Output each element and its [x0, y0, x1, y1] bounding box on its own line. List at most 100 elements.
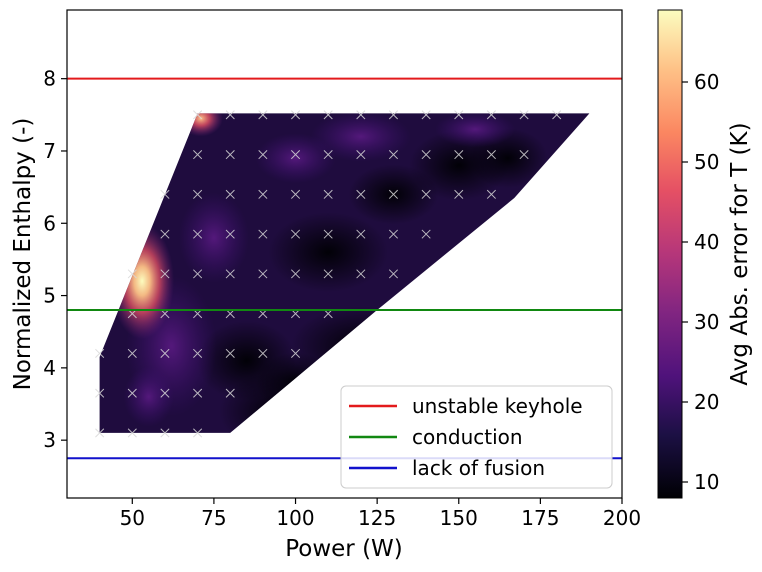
heatmap-purple-blob-5: [255, 133, 336, 184]
sample-point-marker: [323, 269, 333, 279]
legend: unstable keyhole conduction lack of fusion: [340, 385, 613, 489]
sample-point-marker: [421, 150, 431, 160]
colorbar-tick-label: 60: [694, 70, 719, 94]
y-axis-label: Normalized Enthalpy (-): [10, 118, 36, 391]
sample-point-marker: [356, 269, 366, 279]
y-tick-label: 8: [43, 67, 56, 91]
x-tick-label: 175: [521, 506, 559, 530]
sample-point-marker: [225, 269, 235, 279]
sample-point-marker: [388, 150, 399, 160]
sample-point-marker: [290, 110, 301, 120]
colorbar-tick-label: 40: [694, 230, 719, 254]
legend-box: [340, 385, 613, 489]
sample-point-marker: [258, 150, 268, 160]
colorbar-tick-label: 50: [694, 150, 719, 174]
sample-point-marker: [193, 110, 203, 120]
legend-label: conduction: [412, 425, 523, 449]
sample-point-marker: [193, 428, 203, 438]
sample-point-marker: [356, 150, 366, 160]
sample-point-marker: [421, 110, 431, 120]
x-axis-label: Power (W): [285, 536, 403, 562]
sample-point-marker: [225, 229, 235, 239]
sample-point-marker: [290, 348, 301, 358]
sample-point-marker: [388, 269, 399, 279]
sample-point-marker: [356, 229, 366, 239]
sample-point-marker: [323, 110, 333, 120]
y-tick-label: 3: [43, 428, 56, 452]
sample-point-marker: [225, 110, 235, 120]
sample-point-marker: [127, 428, 137, 438]
sample-point-marker: [356, 189, 366, 199]
legend-entries: unstable keyhole conduction lack of fusion: [349, 394, 583, 480]
heatmap-hot-spot: [110, 223, 175, 340]
sample-point-marker: [388, 189, 399, 199]
sample-point-marker: [519, 150, 529, 160]
sample-point-marker: [160, 388, 170, 398]
sample-point-marker: [127, 348, 137, 358]
x-tick-label: 125: [358, 506, 396, 530]
sample-point-marker: [95, 428, 105, 438]
sample-point-marker: [356, 110, 366, 120]
heatmap-dark-blob-7: [255, 352, 336, 413]
sample-point-marker: [290, 269, 301, 279]
colorbar-gradient: [657, 9, 683, 499]
sample-point-marker: [486, 110, 496, 120]
legend-label: unstable keyhole: [412, 394, 583, 418]
sample-point-marker: [160, 229, 170, 239]
x-tick-label: 100: [276, 506, 314, 530]
sample-point-marker: [454, 110, 464, 120]
sample-point-marker: [323, 150, 333, 160]
sample-point-marker: [127, 388, 137, 398]
sample-point-marker: [160, 269, 170, 279]
colorbar-ticks: 10 20 30 40 50 60: [682, 70, 719, 494]
sample-point-marker: [95, 388, 105, 398]
sample-point-marker: [193, 229, 203, 239]
sample-point-marker: [193, 388, 203, 398]
sample-point-marker: [323, 189, 333, 199]
sample-point-marker: [290, 150, 301, 160]
sample-point-marker: [486, 189, 496, 199]
x-axis-ticks: 50 75 100 125 150 175 200: [120, 498, 641, 530]
y-tick-label: 5: [43, 284, 56, 308]
heatmap-blobs: [110, 113, 548, 433]
heatmap-purple-blob-1: [178, 192, 249, 283]
sample-point-marker: [160, 348, 170, 358]
sample-point-marker: [454, 189, 464, 199]
legend-label: lack of fusion: [412, 456, 545, 480]
sample-points: [95, 110, 562, 438]
sample-point-marker: [193, 348, 203, 358]
sample-point-marker: [421, 189, 431, 199]
x-tick-label: 200: [603, 506, 641, 530]
sample-point-marker: [160, 189, 170, 199]
sample-point-marker: [258, 269, 268, 279]
sample-point-marker: [258, 110, 268, 120]
sample-point-marker: [225, 150, 235, 160]
y-tick-label: 6: [43, 211, 56, 235]
sample-point-marker: [193, 189, 203, 199]
sample-point-marker: [225, 189, 235, 199]
sample-point-marker: [421, 229, 431, 239]
sample-point-marker: [388, 229, 399, 239]
sample-point-marker: [193, 150, 203, 160]
sample-point-marker: [193, 269, 203, 279]
sample-point-marker: [552, 110, 562, 120]
sample-point-marker: [486, 150, 496, 160]
colorbar-tick-label: 20: [694, 390, 719, 414]
heatmap-purple-blob-2: [123, 366, 174, 427]
heatmap-dark-blob-2: [290, 306, 431, 387]
axes-frame: [66, 9, 623, 499]
y-tick-label: 4: [43, 356, 56, 380]
x-tick-label: 50: [120, 506, 145, 530]
sample-point-marker: [290, 189, 301, 199]
sample-point-marker: [323, 229, 333, 239]
sample-point-marker: [258, 348, 268, 358]
sample-point-marker: [258, 229, 268, 239]
heatmap-purple-blob-4: [435, 113, 516, 148]
colorbar-tick-label: 30: [694, 310, 719, 334]
sample-point-marker: [258, 189, 268, 199]
x-tick-label: 75: [201, 506, 226, 530]
sample-point-marker: [290, 229, 301, 239]
colorbar-tick-label: 10: [694, 470, 719, 494]
heatmap-dark-blob-3: [268, 212, 389, 293]
